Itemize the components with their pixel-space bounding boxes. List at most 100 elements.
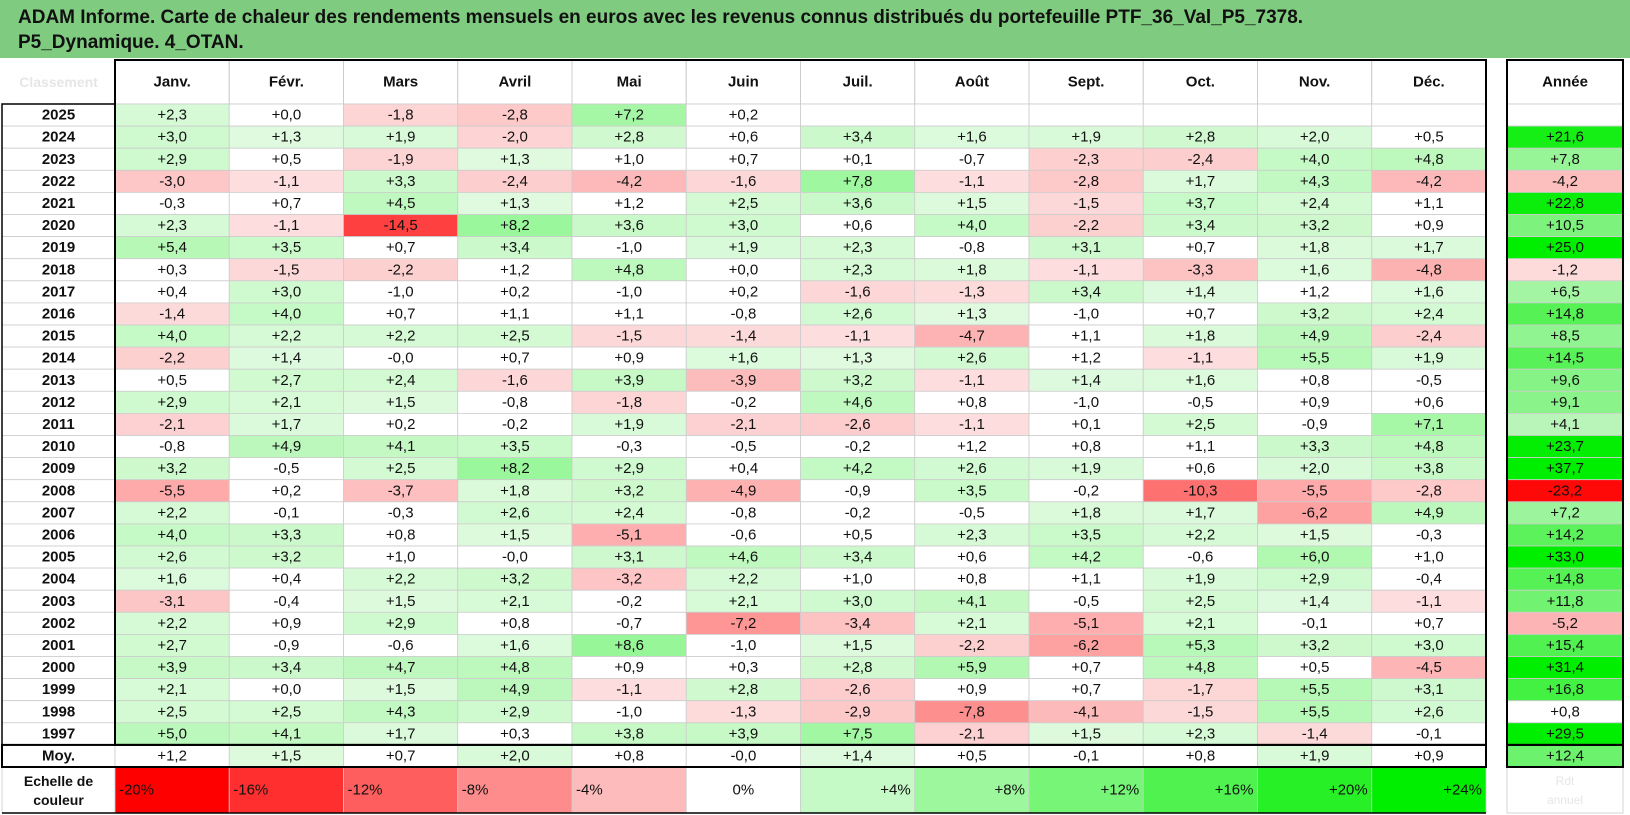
annual-value: +31,4 <box>1546 659 1584 676</box>
cell-value: +1,8 <box>1186 328 1216 345</box>
cell-value: -1,4 <box>159 305 185 322</box>
cell-value: +8,2 <box>500 217 530 234</box>
header-cell <box>571 59 687 105</box>
cell-value: +3,1 <box>1071 239 1101 256</box>
year-label: 2004 <box>42 571 76 588</box>
cell-value: -0,3 <box>616 438 642 455</box>
year-label: 2002 <box>42 615 75 632</box>
cell-value: +3,4 <box>500 239 530 256</box>
header-cell <box>1142 59 1258 105</box>
cell-value: +2,9 <box>157 151 187 168</box>
cell-value: -7,8 <box>959 703 985 720</box>
cell-value: +0,6 <box>843 217 873 234</box>
cell-value: +4,0 <box>1300 151 1330 168</box>
annual-value: +29,5 <box>1546 725 1584 742</box>
cell-value: +1,1 <box>614 305 644 322</box>
cell-value: +3,4 <box>1071 283 1101 300</box>
cell-value: +2,7 <box>272 372 302 389</box>
cell-value: -1,1 <box>959 173 985 190</box>
cell-value: +0,7 <box>729 151 759 168</box>
cell-value: -1,3 <box>959 283 985 300</box>
cell-value: +5,4 <box>157 239 187 256</box>
cell-value: -2,2 <box>959 637 985 654</box>
year-label: 1999 <box>42 681 75 698</box>
year-label: 2012 <box>42 394 75 411</box>
scale-swatch <box>343 766 459 814</box>
cell-value: +1,4 <box>1186 283 1216 300</box>
cell-value: +0,6 <box>957 549 987 566</box>
cell-value: +2,5 <box>272 703 302 720</box>
cell-value: -2,9 <box>845 703 871 720</box>
cell-value: -0,7 <box>959 151 985 168</box>
cell-value: -1,1 <box>959 372 985 389</box>
year-scale-line: annuel <box>1547 793 1583 807</box>
cell-value: +0,4 <box>272 571 302 588</box>
annual-value: +15,4 <box>1546 637 1584 654</box>
cell-value: +2,2 <box>157 615 187 632</box>
cell-value: -2,1 <box>959 725 985 742</box>
cell-value: -0,5 <box>1073 593 1099 610</box>
cell-value: +1,5 <box>386 394 416 411</box>
cell-value: +1,4 <box>1071 372 1101 389</box>
cell-value: -1,0 <box>616 283 642 300</box>
annual-value: +9,6 <box>1550 372 1580 389</box>
cell-value: +4,7 <box>386 659 416 676</box>
annual-value: +11,8 <box>1547 593 1584 610</box>
scale-step-label: -4% <box>576 782 603 799</box>
cell-value: +1,5 <box>1300 526 1330 543</box>
year-label: 2018 <box>42 261 75 278</box>
cell-value: +3,2 <box>1300 305 1330 322</box>
cell-value: +5,3 <box>1186 637 1216 654</box>
cell-value: +2,4 <box>386 372 416 389</box>
average-annual-value: +12,4 <box>1546 747 1584 764</box>
cell-value: +3,2 <box>1300 637 1330 654</box>
average-value: +1,5 <box>272 747 302 764</box>
cell-value: +1,1 <box>500 305 530 322</box>
cell-value: -1,1 <box>616 681 642 698</box>
year-label: 2017 <box>42 283 75 300</box>
cell-value: +2,5 <box>1186 593 1216 610</box>
cell-value: +0,9 <box>614 350 644 367</box>
cell-value: +1,9 <box>1071 460 1101 477</box>
scale-step-label: +8% <box>995 782 1025 799</box>
cell-value: +0,7 <box>1071 659 1101 676</box>
cell-value: +3,2 <box>1300 217 1330 234</box>
annual-value: +6,5 <box>1550 283 1580 300</box>
cell-value: +2,8 <box>1186 129 1216 146</box>
cell-value: +2,3 <box>843 239 873 256</box>
year-label: 2016 <box>42 305 75 322</box>
cell-value: -1,1 <box>845 328 871 345</box>
cell-value: +2,2 <box>157 504 187 521</box>
cell-value: -1,6 <box>845 283 871 300</box>
scale-label-line: couleur <box>33 792 84 808</box>
cell-value: +0,3 <box>500 725 530 742</box>
cell-value: -1,5 <box>1073 195 1099 212</box>
cell-value: +2,6 <box>500 504 530 521</box>
cell-value: +1,6 <box>1414 283 1444 300</box>
average-value: -0,1 <box>1073 747 1099 764</box>
cell-value: -3,7 <box>388 482 414 499</box>
cell-value: +0,9 <box>957 681 987 698</box>
cell-value: +2,6 <box>957 460 987 477</box>
cell-value: +0,8 <box>957 571 987 588</box>
cell-value: +1,7 <box>1186 504 1216 521</box>
cell-value: +3,9 <box>614 372 644 389</box>
cell-value: +3,2 <box>500 571 530 588</box>
month-header: Nov. <box>1299 74 1330 91</box>
cell-value: +1,6 <box>957 129 987 146</box>
cell-value: +2,9 <box>1300 571 1330 588</box>
year-header: Année <box>1542 74 1588 91</box>
cell-value: +1,9 <box>614 416 644 433</box>
header-cell <box>1257 59 1373 105</box>
cell-value: +1,5 <box>957 195 987 212</box>
average-value: +0,5 <box>957 747 987 764</box>
cell-value: -1,7 <box>1187 681 1213 698</box>
cell-value: +1,2 <box>957 438 987 455</box>
year-label: 2025 <box>42 107 75 124</box>
cell-value: -6,2 <box>1073 637 1099 654</box>
annual-value: +23,7 <box>1546 438 1584 455</box>
year-label: 2021 <box>42 195 75 212</box>
cell-value: -2,6 <box>845 416 871 433</box>
cell-value: +3,4 <box>272 659 302 676</box>
scale-step-label: -20% <box>119 782 154 799</box>
